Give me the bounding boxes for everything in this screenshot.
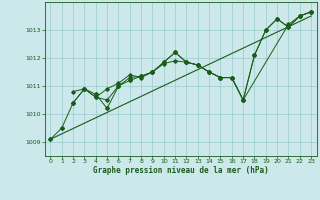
X-axis label: Graphe pression niveau de la mer (hPa): Graphe pression niveau de la mer (hPa): [93, 166, 269, 175]
